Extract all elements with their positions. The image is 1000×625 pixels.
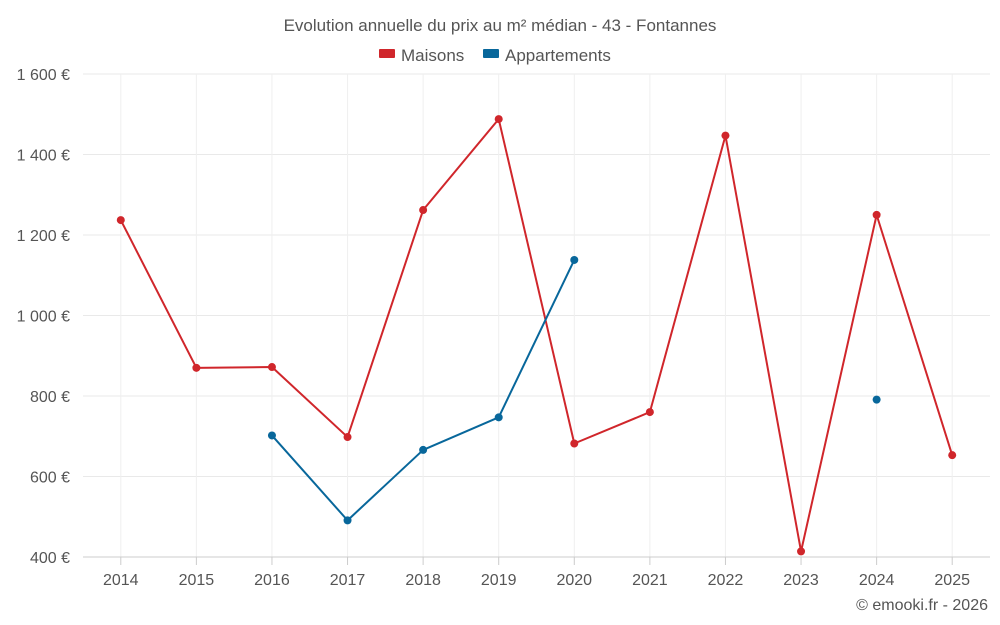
x-tick-label: 2022 [708, 572, 744, 589]
y-tick-label: 800 € [30, 389, 70, 406]
y-tick-label: 1 200 € [17, 228, 70, 245]
credit-text: © emooki.fr - 2026 [856, 597, 988, 614]
legend-label-appartements: Appartements [505, 46, 611, 65]
x-tick-label: 2017 [330, 572, 366, 589]
data-point-maisons[interactable] [645, 408, 654, 417]
data-point-maisons[interactable] [948, 451, 957, 460]
data-point-appartements[interactable] [267, 431, 276, 440]
data-point-maisons[interactable] [419, 206, 428, 215]
legend-label-maisons: Maisons [401, 46, 464, 65]
grid [83, 73, 990, 557]
data-point-maisons[interactable] [192, 363, 201, 372]
data-point-maisons[interactable] [797, 547, 806, 556]
x-axis: 2014 2015 2016 2017 2018 2019 2020 2021 2022 2023… [83, 556, 990, 589]
x-tick-label: 2025 [934, 572, 970, 589]
chart-title: Evolution annuelle du prix au m² médian … [284, 16, 717, 35]
legend-swatch-maisons [379, 49, 395, 58]
x-tick-label: 2014 [103, 572, 139, 589]
data-point-maisons[interactable] [872, 210, 881, 219]
x-tick-label: 2020 [556, 572, 592, 589]
series-points [116, 115, 957, 556]
y-axis: 400 € 600 € 800 € 1 000 € 1 200 € 1 400 € 1 60… [17, 67, 70, 567]
series-lines [119, 118, 954, 553]
y-tick-label: 1 400 € [17, 148, 70, 165]
y-tick-label: 1 600 € [17, 67, 70, 84]
x-tick-label: 2016 [254, 572, 290, 589]
data-point-maisons[interactable] [267, 363, 276, 372]
data-point-maisons[interactable] [721, 131, 730, 140]
x-tick-label: 2024 [859, 572, 895, 589]
x-tick-label: 2015 [179, 572, 215, 589]
data-point-appartements[interactable] [570, 255, 579, 264]
data-point-maisons[interactable] [570, 439, 579, 448]
data-point-maisons[interactable] [116, 216, 125, 225]
x-tick-label: 2023 [783, 572, 819, 589]
legend-swatch-appartements [483, 49, 499, 58]
data-point-maisons[interactable] [494, 115, 503, 124]
data-point-appartements[interactable] [872, 395, 881, 404]
legend-item-appartements[interactable]: Appartements [483, 46, 611, 65]
data-point-appartements[interactable] [343, 516, 352, 525]
y-tick-label: 600 € [30, 470, 70, 487]
y-tick-label: 400 € [30, 550, 70, 567]
legend-item-maisons[interactable]: Maisons [379, 46, 464, 65]
x-tick-label: 2018 [405, 572, 441, 589]
x-tick-label: 2019 [481, 572, 517, 589]
data-point-appartements[interactable] [494, 413, 503, 422]
y-tick-label: 1 000 € [17, 309, 70, 326]
series-line-maisons [119, 118, 954, 553]
x-tick-label: 2021 [632, 572, 668, 589]
legend: Maisons Appartements [379, 46, 611, 65]
data-point-appartements[interactable] [419, 445, 428, 454]
data-point-maisons[interactable] [343, 433, 352, 442]
